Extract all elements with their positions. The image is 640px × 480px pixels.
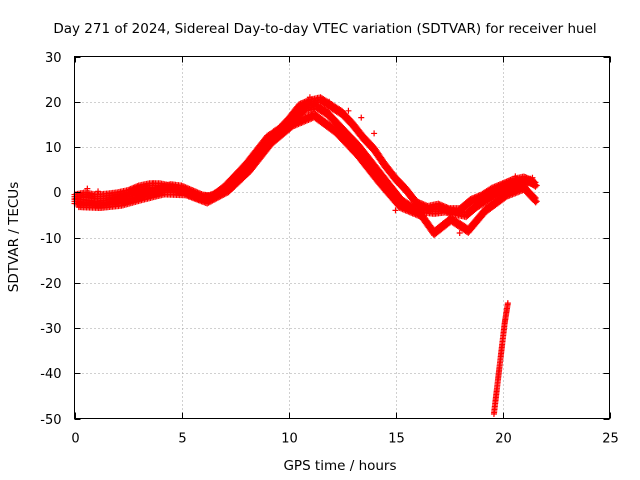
data-point-marker [358, 114, 365, 121]
plot-frame [74, 56, 610, 419]
x-tick-label: 20 [495, 432, 512, 447]
x-tick-label: 5 [178, 432, 186, 447]
x-axis-title: GPS time / hours [283, 458, 396, 474]
data-point-marker [279, 121, 286, 128]
y-tick-label: -20 [40, 277, 61, 292]
data-point-marker [95, 188, 102, 195]
data-point-marker [512, 173, 519, 180]
data-point-marker [150, 180, 157, 187]
data-point-marker [531, 180, 538, 187]
data-point-marker [371, 130, 378, 137]
y-tick-label: -30 [40, 322, 61, 337]
data-point-marker [84, 185, 91, 192]
data-point-marker [349, 148, 356, 155]
data-point-marker [529, 174, 536, 181]
x-tick-label: 10 [281, 432, 298, 447]
data-point-marker [326, 98, 333, 105]
y-tick-label: 20 [45, 96, 62, 111]
data-layer [71, 94, 540, 417]
y-axis-title: SDTVAR / TECUs [6, 182, 22, 292]
data-point-marker [533, 198, 540, 205]
x-tick-label: 15 [388, 432, 405, 447]
data-point-marker [532, 199, 539, 206]
y-tick-label: 30 [45, 51, 62, 66]
series-sparse-points [84, 94, 536, 236]
data-point-marker [392, 207, 399, 214]
data-point-marker [306, 94, 313, 101]
series-descending-tail [490, 300, 511, 417]
data-point-marker [345, 107, 352, 114]
data-point-marker [456, 229, 463, 236]
series-lower-band [75, 110, 540, 239]
y-tick-label: -50 [40, 413, 61, 428]
y-tick-label: 0 [53, 186, 61, 201]
x-tick-label: 25 [602, 432, 619, 447]
chart-title: Day 271 of 2024, Sidereal Day-to-day VTE… [53, 21, 596, 37]
y-tick-label: -40 [40, 367, 61, 382]
data-point-marker [504, 300, 511, 307]
y-tick-label: -10 [40, 232, 61, 247]
ticks-layer: 0 5 10 15 20 25 -50 -40 -30 -20 -10 0 10 20 30 [40, 51, 619, 447]
x-tick-label: 0 [71, 432, 79, 447]
data-point-marker [301, 108, 308, 115]
y-tick-label: 10 [45, 141, 62, 156]
series-upper-band [71, 94, 538, 216]
data-point-marker [439, 220, 446, 227]
